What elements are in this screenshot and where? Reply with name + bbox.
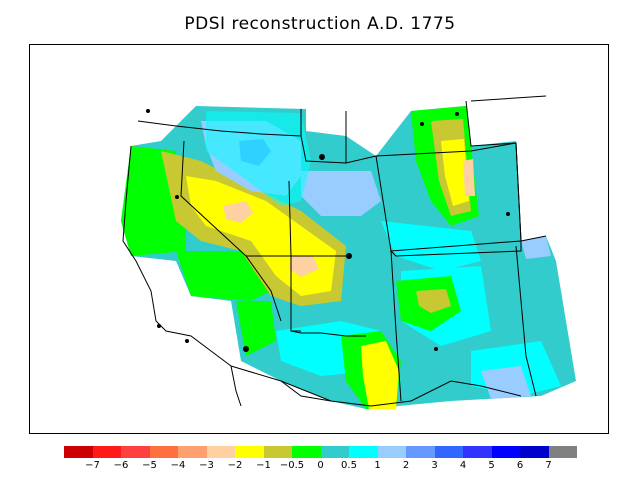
- state-borders: [122, 95, 547, 407]
- field-green-nevada: [176, 251, 271, 301]
- border-nm: [390, 241, 522, 257]
- colorbar-swatch: [377, 446, 406, 458]
- field-lightblue-nm: [481, 366, 531, 399]
- colorbar-swatch: [206, 446, 235, 458]
- field-peach-ne: [463, 159, 475, 196]
- colorbar-swatch: [292, 446, 321, 458]
- colorbar-label: −2: [227, 460, 243, 471]
- colorbar-label: −4: [170, 460, 186, 471]
- colorbar-label: 7: [545, 460, 552, 471]
- lakes-and-islands: [146, 109, 510, 352]
- border-id-mt: [300, 109, 347, 164]
- lake-2: [175, 195, 179, 199]
- coastline-baja: [230, 365, 242, 407]
- border-us-mx: [230, 365, 522, 407]
- colorbar-label: −5: [142, 460, 157, 471]
- lake-6: [420, 122, 424, 126]
- colorbar-swatch: [434, 446, 463, 458]
- field-green-sw: [236, 301, 276, 356]
- colorbar-label: 1: [374, 460, 381, 471]
- colorbar-swatch: [149, 446, 178, 458]
- colorbar-swatch: [64, 446, 93, 458]
- colorbar-swatch: [406, 446, 435, 458]
- island-3: [243, 346, 249, 352]
- field-yellow-ne: [441, 139, 469, 206]
- colorbar-swatch: [491, 446, 520, 458]
- colorbar-swatch: [349, 446, 378, 458]
- field-olive-az: [416, 289, 451, 313]
- field-peach-1: [223, 201, 253, 223]
- map-frame: [29, 44, 609, 434]
- field-lightblue-wyoming: [301, 171, 381, 216]
- colorbar-label: −3: [199, 460, 214, 471]
- island-1: [157, 324, 161, 328]
- colorbar-swatch: [92, 446, 121, 458]
- colorbar-label: 5: [488, 460, 495, 471]
- field-cyan-2: [381, 221, 481, 271]
- map-title: PDSI reconstruction A.D. 1775: [184, 14, 456, 34]
- colorbar-label: 0.5: [341, 460, 357, 471]
- pdsi-colorbar: [64, 446, 577, 458]
- colorbar-swatch: [121, 446, 150, 458]
- coastline-gulf: [280, 380, 332, 402]
- colorbar-label: 2: [402, 460, 410, 471]
- border-ut-co: [288, 180, 301, 332]
- border-or-wa: [137, 120, 302, 137]
- lake-1: [146, 109, 150, 113]
- pdsi-field: [121, 106, 576, 409]
- colorbar-label: 3: [431, 460, 438, 471]
- colorbar-swatch: [263, 446, 292, 458]
- pdsi-map: [121, 95, 576, 409]
- colorbar-swatch: [320, 446, 349, 458]
- colorbar-swatch: [235, 446, 264, 458]
- island-2: [185, 339, 189, 343]
- colorbar-swatch: [463, 446, 492, 458]
- field-lightblue-ne: [521, 236, 551, 259]
- lake-7: [506, 212, 510, 216]
- lake-4: [346, 253, 352, 259]
- colorbar-label: −1: [256, 460, 271, 471]
- border-az-mx: [320, 332, 366, 337]
- colorbar-label: −0.5: [279, 460, 305, 471]
- colorbar-swatch: [520, 446, 549, 458]
- colorbar-label: −6: [113, 460, 129, 471]
- field-yellow-south: [361, 341, 399, 409]
- border-nm-tx: [515, 245, 537, 397]
- border-az-nm: [390, 250, 402, 402]
- colorbar-label: 6: [516, 460, 524, 471]
- colorbar-label: −7: [85, 460, 100, 471]
- lake-8: [434, 347, 438, 351]
- coastline-west: [122, 145, 232, 367]
- colorbar-label: 4: [459, 460, 467, 471]
- colorbar-label: 0: [317, 460, 324, 471]
- lake-5: [455, 112, 459, 116]
- lake-3: [319, 154, 325, 160]
- colorbar-swatch: [548, 446, 577, 458]
- colorbar-labels: −7 −6 −5 −4 −3 −2 −1 −0.5 0 0.5 1 2 3 4 5 6 7: [0, 460, 640, 476]
- colorbar-swatch: [178, 446, 207, 458]
- border-ut-az: [290, 330, 321, 334]
- border-east: [515, 142, 547, 242]
- border-north: [470, 95, 547, 102]
- field-peach-2: [289, 256, 319, 277]
